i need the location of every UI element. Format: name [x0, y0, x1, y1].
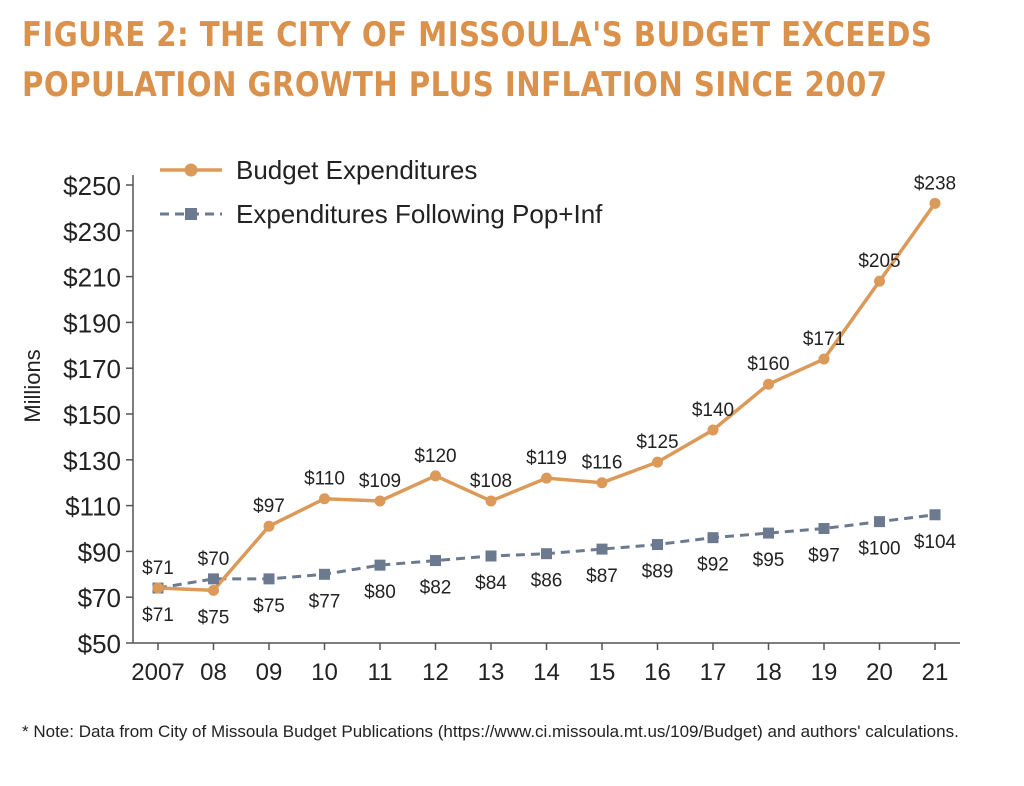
budget-data-label: $120: [414, 446, 456, 467]
pop-inf-data-label: $87: [586, 566, 618, 587]
budget-data-label: $110: [304, 469, 345, 490]
y-tick-label: $170: [63, 354, 121, 384]
pop-inf-data-label: $86: [531, 571, 563, 592]
budget-data-label: $75: [198, 607, 230, 628]
budget-data-label: $71: [142, 605, 174, 626]
pop-inf-data-label: $75: [253, 596, 285, 617]
x-tick-label: 21: [922, 659, 949, 686]
legend-budget-marker: [184, 163, 198, 177]
budget-data-label: $109: [359, 471, 401, 492]
legend-budget-label: Budget Expenditures: [236, 155, 477, 185]
y-tick-label: $210: [63, 263, 121, 293]
budget-data-label: $171: [803, 329, 845, 350]
series-line-budget: [157, 202, 937, 593]
pop-inf-marker: [874, 516, 885, 528]
y-tick-label: $70: [78, 583, 121, 613]
pop-inf-data-label: $70: [198, 549, 230, 570]
budget-marker: [596, 477, 608, 489]
pop-inf-data-label: $95: [753, 550, 785, 571]
x-tick-label: 16: [644, 659, 671, 686]
pop-inf-marker: [319, 568, 330, 580]
pop-inf-data-label: $92: [697, 555, 729, 576]
pop-inf-marker: [929, 509, 941, 521]
pop-inf-data-label: $89: [642, 562, 674, 583]
pop-inf-marker: [485, 550, 497, 562]
legend-pop-inf-label: Expenditures Following Pop+Inf: [236, 199, 603, 229]
y-tick-label: $190: [63, 308, 121, 338]
budget-marker: [263, 520, 275, 532]
budget-marker: [485, 495, 497, 507]
x-tick-label: 09: [256, 659, 283, 686]
pop-inf-data-label: $80: [364, 582, 396, 603]
x-tick-label: 20: [866, 659, 893, 686]
budget-data-label: $108: [470, 471, 512, 492]
pop-inf-marker: [652, 539, 663, 551]
pop-inf-marker: [263, 573, 275, 585]
budget-marker: [430, 470, 441, 482]
title-line-2: POPULATION GROWTH PLUS INFLATION SINCE 2…: [22, 65, 888, 105]
x-tick-label: 10: [311, 659, 338, 686]
pop-inf-marker: [208, 573, 219, 585]
budget-marker: [541, 472, 552, 484]
pop-inf-marker: [374, 559, 386, 571]
budget-data-label: $205: [858, 251, 900, 272]
pop-inf-data-label: $104: [914, 532, 957, 553]
budget-data-label: $160: [747, 354, 789, 375]
budget-data-label: $140: [692, 400, 734, 421]
budget-data-label: $119: [526, 448, 567, 469]
y-tick-label: $130: [63, 446, 121, 476]
pop-inf-marker: [596, 543, 608, 555]
legend-pop-inf-marker: [185, 208, 197, 220]
x-tick-label: 2007: [131, 659, 184, 686]
budget-marker: [818, 353, 830, 365]
x-tick-label: 11: [368, 659, 393, 686]
pop-inf-marker: [707, 532, 719, 544]
budget-data-label: $238: [914, 173, 956, 194]
pop-inf-data-label: $82: [420, 578, 452, 599]
title-line-1: FIGURE 2: THE CITY OF MISSOULA'S BUDGET …: [22, 15, 933, 55]
y-tick-label: $50: [78, 629, 121, 659]
pop-inf-data-label: $71: [142, 558, 174, 579]
y-axis-title: Millions: [20, 349, 45, 422]
line-chart: $50 $70 $90 $110 $130 $150 $170 $190 $210 $230 $25…: [20, 155, 960, 686]
x-tick-label: 13: [478, 659, 505, 686]
budget-marker: [874, 275, 885, 287]
budget-marker: [319, 493, 330, 505]
budget-marker: [929, 197, 941, 209]
budget-data-label: $116: [582, 453, 623, 474]
budget-marker: [652, 456, 663, 468]
y-tick-label: $250: [63, 171, 121, 201]
pop-inf-marker: [430, 555, 441, 567]
x-tick-label: 12: [422, 659, 449, 686]
y-tick-label: $110: [65, 492, 121, 522]
y-tick-label: $150: [63, 400, 121, 430]
pop-inf-data-label: $84: [475, 573, 507, 594]
pop-inf-marker: [541, 548, 552, 560]
pop-inf-data-label: $77: [309, 591, 341, 612]
budget-marker: [763, 378, 774, 390]
budget-marker: [707, 424, 719, 436]
pop-inf-data-label: $97: [808, 546, 840, 567]
budget-data-label: $125: [636, 432, 678, 453]
budget-data-label: $97: [253, 496, 285, 517]
y-tick-label: $230: [63, 217, 121, 247]
chart-title: FIGURE 2: THE CITY OF MISSOULA'S BUDGET …: [22, 10, 933, 110]
x-tick-label: 14: [533, 659, 560, 686]
x-tick-label: 18: [755, 659, 782, 686]
budget-marker: [208, 584, 219, 596]
budget-marker: [152, 582, 164, 594]
pop-inf-data-label: $100: [858, 539, 900, 560]
x-tick-label: 08: [200, 659, 227, 686]
pop-inf-marker: [763, 527, 774, 539]
source-note: * Note: Data from City of Missoula Budge…: [22, 722, 959, 741]
y-tick-label: $90: [78, 537, 121, 567]
pop-inf-marker: [818, 523, 830, 534]
x-tick-label: 17: [700, 659, 727, 686]
x-tick-label: 15: [589, 659, 616, 686]
x-tick-label: 19: [811, 659, 838, 686]
budget-marker: [374, 495, 386, 507]
